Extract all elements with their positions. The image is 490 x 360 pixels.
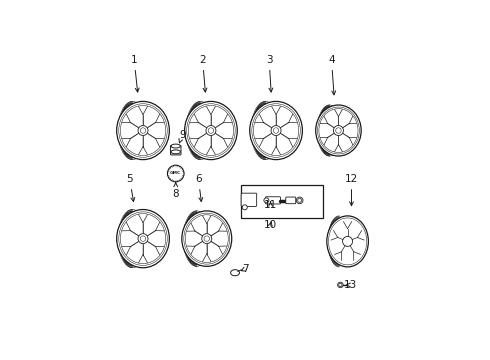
Ellipse shape xyxy=(185,102,237,159)
Text: 4: 4 xyxy=(328,55,336,95)
Text: GMC: GMC xyxy=(170,171,181,175)
Ellipse shape xyxy=(327,216,368,267)
Circle shape xyxy=(138,126,148,135)
Circle shape xyxy=(138,234,148,244)
Circle shape xyxy=(343,237,353,246)
FancyBboxPatch shape xyxy=(241,185,323,219)
FancyBboxPatch shape xyxy=(286,197,296,204)
Ellipse shape xyxy=(316,105,361,156)
Circle shape xyxy=(296,197,303,204)
Ellipse shape xyxy=(171,150,180,154)
Text: 11: 11 xyxy=(264,199,277,210)
Circle shape xyxy=(271,126,281,135)
Circle shape xyxy=(242,205,247,210)
Ellipse shape xyxy=(250,102,302,159)
Text: 7: 7 xyxy=(241,264,248,274)
Ellipse shape xyxy=(117,102,170,159)
Ellipse shape xyxy=(171,144,180,148)
Circle shape xyxy=(168,165,184,182)
Text: 6: 6 xyxy=(195,174,203,202)
Text: 1: 1 xyxy=(131,55,139,92)
FancyBboxPatch shape xyxy=(171,145,181,155)
Text: 12: 12 xyxy=(345,174,358,206)
Text: 9: 9 xyxy=(179,130,186,143)
Ellipse shape xyxy=(182,211,232,266)
Circle shape xyxy=(202,234,212,244)
FancyBboxPatch shape xyxy=(266,197,280,204)
Text: 3: 3 xyxy=(266,55,273,92)
Circle shape xyxy=(338,282,343,288)
Circle shape xyxy=(339,283,342,287)
Text: 2: 2 xyxy=(199,55,207,92)
Circle shape xyxy=(206,126,216,135)
Text: 10: 10 xyxy=(264,220,277,230)
Circle shape xyxy=(264,198,269,203)
Ellipse shape xyxy=(231,270,240,276)
Ellipse shape xyxy=(117,210,170,268)
Text: 5: 5 xyxy=(126,174,135,202)
Text: 8: 8 xyxy=(172,183,179,199)
FancyBboxPatch shape xyxy=(241,193,257,207)
Circle shape xyxy=(334,126,343,135)
Text: 13: 13 xyxy=(344,280,357,290)
